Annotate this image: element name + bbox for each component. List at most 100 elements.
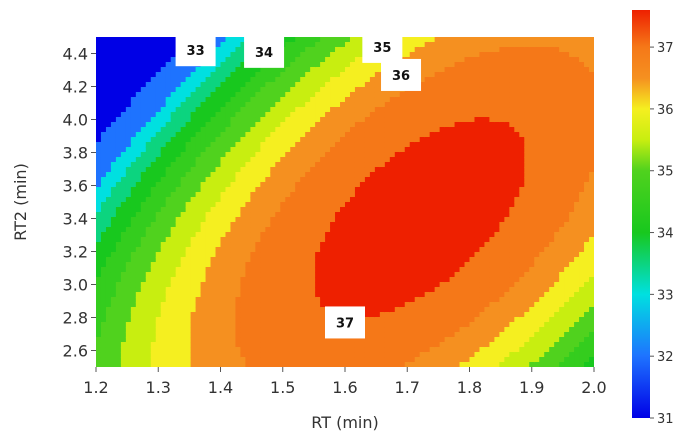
heatmap-cell xyxy=(365,117,371,123)
heatmap-cell xyxy=(196,117,202,123)
heatmap-cell xyxy=(270,172,276,178)
heatmap-cell xyxy=(196,147,202,153)
heatmap-cell xyxy=(410,302,416,308)
heatmap-cell xyxy=(310,352,316,358)
heatmap-cell xyxy=(156,282,162,288)
heatmap-cell xyxy=(305,197,311,203)
heatmap-cell xyxy=(375,347,381,353)
heatmap-cell xyxy=(250,257,256,263)
heatmap-cell xyxy=(211,287,217,293)
heatmap-cell xyxy=(310,37,316,43)
heatmap-cell xyxy=(305,152,311,158)
heatmap-cell xyxy=(186,307,192,313)
heatmap-cell xyxy=(345,182,351,188)
heatmap-cell xyxy=(230,187,236,193)
heatmap-cell xyxy=(156,287,162,293)
heatmap-cell xyxy=(380,267,386,273)
heatmap-cell xyxy=(146,177,152,183)
heatmap-cell xyxy=(106,327,112,333)
heatmap-cell xyxy=(106,357,112,363)
heatmap-cell xyxy=(300,172,306,178)
heatmap-cell xyxy=(191,177,197,183)
heatmap-cell xyxy=(121,227,127,233)
heatmap-cell xyxy=(240,352,246,358)
heatmap-cell xyxy=(330,192,336,198)
heatmap-cell xyxy=(460,272,466,278)
heatmap-cell xyxy=(270,222,276,228)
heatmap-cell xyxy=(221,252,227,258)
heatmap-cell xyxy=(275,237,281,243)
heatmap-cell xyxy=(335,127,341,133)
heatmap-cell xyxy=(146,57,152,63)
heatmap-cell xyxy=(440,327,446,333)
heatmap-cell xyxy=(445,77,451,83)
heatmap-cell xyxy=(305,57,311,63)
heatmap-cell xyxy=(245,197,251,203)
heatmap-cell xyxy=(395,192,401,198)
heatmap-cell xyxy=(121,217,127,223)
heatmap-cell xyxy=(156,92,162,98)
heatmap-cell xyxy=(126,237,132,243)
heatmap-cell xyxy=(136,222,142,228)
heatmap-cell xyxy=(465,82,471,88)
heatmap-cell xyxy=(196,197,202,203)
heatmap-cell xyxy=(240,82,246,88)
heatmap-cell xyxy=(245,117,251,123)
heatmap-cell xyxy=(151,77,157,83)
heatmap-cell xyxy=(385,142,391,148)
heatmap-cell xyxy=(335,267,341,273)
heatmap-cell xyxy=(245,102,251,108)
heatmap-cell xyxy=(141,287,147,293)
heatmap-cell xyxy=(181,287,187,293)
heatmap-cell xyxy=(186,347,192,353)
heatmap-cell xyxy=(106,157,112,163)
heatmap-cell xyxy=(255,337,261,343)
heatmap-cell xyxy=(121,202,127,208)
heatmap-cell xyxy=(305,277,311,283)
heatmap-cell xyxy=(450,312,456,318)
heatmap-cell xyxy=(350,342,356,348)
heatmap-cell xyxy=(455,92,461,98)
heatmap-cell xyxy=(340,192,346,198)
heatmap-cell xyxy=(131,72,137,78)
heatmap-cell xyxy=(101,77,107,83)
heatmap-cell xyxy=(151,222,157,228)
heatmap-cell xyxy=(131,67,137,73)
heatmap-cell xyxy=(245,132,251,138)
heatmap-cell xyxy=(221,347,227,353)
heatmap-cell xyxy=(380,242,386,248)
heatmap-cell xyxy=(395,177,401,183)
heatmap-cell xyxy=(96,172,102,178)
heatmap-cell xyxy=(96,62,102,68)
heatmap-cell xyxy=(355,362,361,368)
heatmap-cell xyxy=(260,357,266,363)
heatmap-cell xyxy=(101,122,107,128)
heatmap-cell xyxy=(370,162,376,168)
heatmap-cell xyxy=(176,347,182,353)
heatmap-cell xyxy=(370,122,376,128)
heatmap-cell xyxy=(171,342,177,348)
heatmap-cell xyxy=(340,222,346,228)
heatmap-cell xyxy=(201,137,207,143)
heatmap-cell xyxy=(136,262,142,268)
heatmap-cell xyxy=(201,247,207,253)
heatmap-cell xyxy=(300,152,306,158)
heatmap-cell xyxy=(290,197,296,203)
heatmap-cell xyxy=(96,317,102,323)
heatmap-cell xyxy=(146,262,152,268)
heatmap-cell xyxy=(310,117,316,123)
heatmap-cell xyxy=(435,172,441,178)
heatmap-cell xyxy=(310,187,316,193)
heatmap-cell xyxy=(400,122,406,128)
heatmap-cell xyxy=(206,357,212,363)
heatmap-cell xyxy=(131,202,137,208)
heatmap-cell xyxy=(186,137,192,143)
heatmap-cell xyxy=(131,262,137,268)
heatmap-cell xyxy=(465,192,471,198)
heatmap-cell xyxy=(430,242,436,248)
heatmap-cell xyxy=(230,282,236,288)
heatmap-cell xyxy=(111,187,117,193)
heatmap-cell xyxy=(206,132,212,138)
heatmap-cell xyxy=(300,182,306,188)
